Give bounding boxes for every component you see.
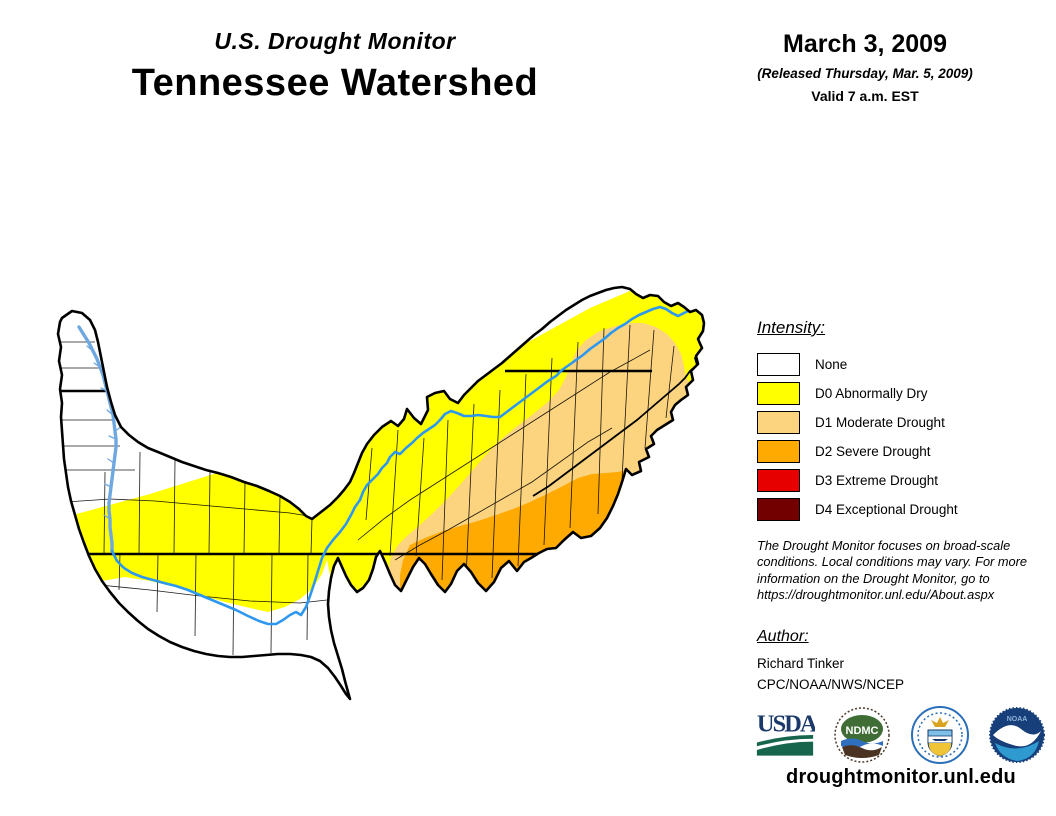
kentucky-lake-river xyxy=(77,325,122,553)
swatch-d2 xyxy=(757,440,800,463)
agency-logos: USDA NDMC NOAA xyxy=(755,705,1047,765)
legend-heading: Intensity: xyxy=(757,318,826,337)
release-date: (Released Thursday, Mar. 5, 2009) xyxy=(757,66,973,81)
usda-field-icon xyxy=(756,735,814,756)
swatch-d0 xyxy=(757,382,800,405)
map-date: March 3, 2009 xyxy=(783,30,947,58)
author-name: Richard Tinker xyxy=(757,656,845,671)
legend-item-d4: D4 Exceptional Drought xyxy=(757,495,1037,524)
legend-item-d1: D1 Moderate Drought xyxy=(757,408,1037,437)
legend-item-d2: D2 Severe Drought xyxy=(757,437,1037,466)
date-block: March 3, 2009 (Released Thursday, Mar. 5… xyxy=(720,30,1010,104)
disclaimer-text: The Drought Monitor focuses on broad-sca… xyxy=(757,538,1028,603)
noaa-logo-text: NOAA xyxy=(1007,716,1028,723)
valid-time: Valid 7 a.m. EST xyxy=(811,88,919,104)
report-supertitle: U.S. Drought Monitor xyxy=(214,28,456,54)
noaa-ocean-icon xyxy=(994,741,1039,761)
county-boundaries xyxy=(58,324,675,656)
ndmc-logo: NDMC xyxy=(834,707,891,763)
author-heading: Author: xyxy=(757,628,809,645)
intensity-legend: Intensity: None D0 Abnormally Dry D1 Mod… xyxy=(757,318,1037,524)
swatch-d3 xyxy=(757,469,800,492)
swatch-d4 xyxy=(757,498,800,521)
page-title: Tennessee Watershed xyxy=(131,62,539,104)
swatch-none xyxy=(757,353,800,376)
watershed-map-svg xyxy=(56,285,706,701)
commerce-eagle-icon xyxy=(930,717,949,727)
ndmc-soil-icon xyxy=(842,745,883,758)
author-org: CPC/NOAA/NWS/NCEP xyxy=(757,677,905,692)
usda-logo-text: USDA xyxy=(757,710,815,737)
watershed-outline xyxy=(56,285,706,701)
legend-item-d0: D0 Abnormally Dry xyxy=(757,379,1037,408)
commerce-seal-logo xyxy=(910,706,969,764)
site-url: droughtmonitor.unl.edu xyxy=(786,766,1016,788)
legend-item-d3: D3 Extreme Drought xyxy=(757,466,1037,495)
watershed-map xyxy=(40,285,730,715)
ndmc-logo-text: NDMC xyxy=(846,725,879,737)
legend-item-none: None xyxy=(757,350,1037,379)
noaa-seagull-icon xyxy=(992,725,1041,747)
nc-tn-border xyxy=(532,351,703,497)
usda-logo: USDA xyxy=(756,710,815,756)
noaa-logo: NOAA xyxy=(988,707,1045,763)
swatch-d1 xyxy=(757,411,800,434)
tennessee-river xyxy=(110,305,703,626)
